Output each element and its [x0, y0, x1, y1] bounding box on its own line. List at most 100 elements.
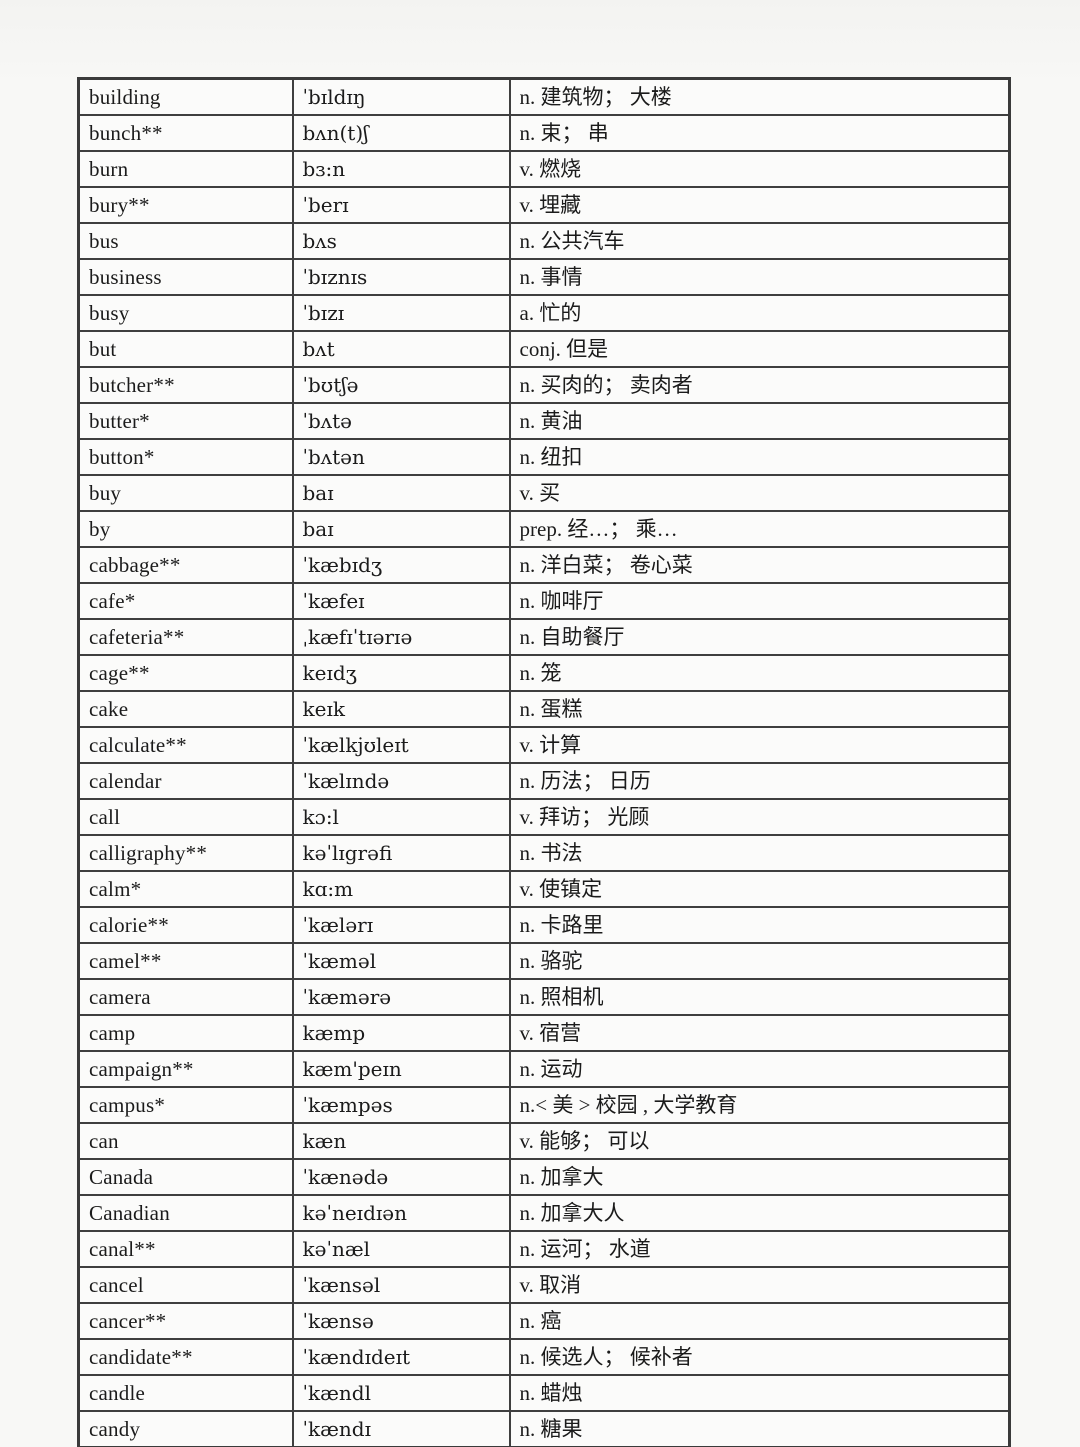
meaning-cell: n. 蜡烛: [508, 1374, 1011, 1412]
meaning-cell: v. 计算: [508, 726, 1011, 764]
word-cell: cabbage**: [77, 546, 294, 584]
word-cell: cafeteria**: [77, 618, 294, 656]
table-row: cafe* ˈkæfeɪ n. 咖啡厅: [77, 582, 1011, 620]
vocabulary-table-body: building ˈbɪldɪŋ n. 建筑物； 大楼 bunch** bʌn(t)ʃ n…: [77, 77, 1011, 1447]
meaning-cell: n. 蛋糕: [508, 690, 1011, 728]
table-row: button* ˈbʌtən n. 纽扣: [77, 438, 1011, 476]
word-cell: business: [77, 258, 294, 296]
word-cell: canal**: [77, 1230, 294, 1268]
word-cell: butcher**: [77, 366, 294, 404]
pronunciation-cell: ˈkænsə: [291, 1302, 511, 1340]
pronunciation-cell: ˌkæfɪˈtɪərɪə: [291, 618, 511, 656]
meaning-cell: n. 买肉的； 卖肉者: [508, 366, 1011, 404]
table-row: burn bɜ:n v. 燃烧: [77, 150, 1011, 188]
pronunciation-cell: baɪ: [291, 474, 511, 512]
pronunciation-cell: kəˈneɪdɪən: [291, 1194, 511, 1232]
meaning-cell: n. 历法； 日历: [508, 762, 1011, 800]
vocabulary-table: building ˈbɪldɪŋ n. 建筑物； 大楼 bunch** bʌn(t)ʃ n…: [77, 77, 1011, 1447]
pronunciation-cell: ˈkænədə: [291, 1158, 511, 1196]
pronunciation-cell: ˈbʌtə: [291, 402, 511, 440]
meaning-cell: n. 书法: [508, 834, 1011, 872]
pronunciation-cell: ˈkælkjʊleɪt: [291, 726, 511, 764]
meaning-cell: n. 事情: [508, 258, 1011, 296]
meaning-cell: n. 黄油: [508, 402, 1011, 440]
word-cell: calculate**: [77, 726, 294, 764]
meaning-cell: n. 候选人； 候补者: [508, 1338, 1011, 1376]
meaning-cell: n. 笼: [508, 654, 1011, 692]
pronunciation-cell: ˈkændɪ: [291, 1410, 511, 1447]
table-row: camera ˈkæmərə n. 照相机: [77, 978, 1011, 1016]
word-cell: button*: [77, 438, 294, 476]
word-cell: Canada: [77, 1158, 294, 1196]
table-row: calorie** ˈkælərɪ n. 卡路里: [77, 906, 1011, 944]
word-cell: calm*: [77, 870, 294, 908]
table-row: building ˈbɪldɪŋ n. 建筑物； 大楼: [77, 77, 1011, 116]
table-row: by baɪ prep. 经…； 乘…: [77, 510, 1011, 548]
pronunciation-cell: ˈbɪldɪŋ: [291, 77, 511, 116]
table-row: candle ˈkændl n. 蜡烛: [77, 1374, 1011, 1412]
word-cell: call: [77, 798, 294, 836]
meaning-cell: v. 燃烧: [508, 150, 1011, 188]
meaning-cell: n. 加拿大: [508, 1158, 1011, 1196]
table-row: call kɔ:l v. 拜访； 光顾: [77, 798, 1011, 836]
meaning-cell: n. 自助餐厅: [508, 618, 1011, 656]
table-row: cancer** ˈkænsə n. 癌: [77, 1302, 1011, 1340]
table-row: cake keɪk n. 蛋糕: [77, 690, 1011, 728]
meaning-cell: prep. 经…； 乘…: [508, 510, 1011, 548]
word-cell: candle: [77, 1374, 294, 1412]
meaning-cell: n. 骆驼: [508, 942, 1011, 980]
pronunciation-cell: bʌn(t)ʃ: [291, 114, 511, 152]
word-cell: building: [77, 77, 294, 116]
pronunciation-cell: keɪk: [291, 690, 511, 728]
table-row: can kæn v. 能够； 可以: [77, 1122, 1011, 1160]
meaning-cell: n. 糖果: [508, 1410, 1011, 1447]
word-cell: campus*: [77, 1086, 294, 1124]
word-cell: camera: [77, 978, 294, 1016]
pronunciation-cell: ˈkæfeɪ: [291, 582, 511, 620]
pronunciation-cell: kæm'peɪn: [291, 1050, 511, 1088]
table-row: cafeteria** ˌkæfɪˈtɪərɪə n. 自助餐厅: [77, 618, 1011, 656]
meaning-cell: n. 咖啡厅: [508, 582, 1011, 620]
word-cell: calendar: [77, 762, 294, 800]
pronunciation-cell: kæmp: [291, 1014, 511, 1052]
table-row: cabbage** ˈkæbɪdʒ n. 洋白菜； 卷心菜: [77, 546, 1011, 584]
word-cell: campaign**: [77, 1050, 294, 1088]
word-cell: busy: [77, 294, 294, 332]
table-row: bury** ˈberɪ v. 埋藏: [77, 186, 1011, 224]
table-row: canal** kəˈnæl n. 运河； 水道: [77, 1230, 1011, 1268]
meaning-cell: v. 埋藏: [508, 186, 1011, 224]
meaning-cell: conj. 但是: [508, 330, 1011, 368]
pronunciation-cell: ˈkændl: [291, 1374, 511, 1412]
table-row: bus bʌs n. 公共汽车: [77, 222, 1011, 260]
table-row: buy baɪ v. 买: [77, 474, 1011, 512]
meaning-cell: n. 纽扣: [508, 438, 1011, 476]
pronunciation-cell: ˈbʌtən: [291, 438, 511, 476]
table-row: busy ˈbɪzɪ a. 忙的: [77, 294, 1011, 332]
meaning-cell: n. 建筑物； 大楼: [508, 77, 1011, 116]
word-cell: cancer**: [77, 1302, 294, 1340]
meaning-cell: v. 买: [508, 474, 1011, 512]
pronunciation-cell: ˈbʊtʃə: [291, 366, 511, 404]
table-row: calm* kɑ:m v. 使镇定: [77, 870, 1011, 908]
pronunciation-cell: kæn: [291, 1122, 511, 1160]
meaning-cell: v. 能够； 可以: [508, 1122, 1011, 1160]
word-cell: camp: [77, 1014, 294, 1052]
meaning-cell: n. 洋白菜； 卷心菜: [508, 546, 1011, 584]
table-row: butcher** ˈbʊtʃə n. 买肉的； 卖肉者: [77, 366, 1011, 404]
word-cell: cafe*: [77, 582, 294, 620]
meaning-cell: n. 束； 串: [508, 114, 1011, 152]
word-cell: by: [77, 510, 294, 548]
word-cell: camel**: [77, 942, 294, 980]
meaning-cell: n. 加拿大人: [508, 1194, 1011, 1232]
word-cell: calligraphy**: [77, 834, 294, 872]
pronunciation-cell: ˈkælɪndə: [291, 762, 511, 800]
word-cell: candy: [77, 1410, 294, 1447]
meaning-cell: n. 运河； 水道: [508, 1230, 1011, 1268]
word-cell: but: [77, 330, 294, 368]
pronunciation-cell: kəˈnæl: [291, 1230, 511, 1268]
pronunciation-cell: bɜ:n: [291, 150, 511, 188]
table-row: bunch** bʌn(t)ʃ n. 束； 串: [77, 114, 1011, 152]
table-row: campaign** kæm'peɪn n. 运动: [77, 1050, 1011, 1088]
word-cell: cancel: [77, 1266, 294, 1304]
